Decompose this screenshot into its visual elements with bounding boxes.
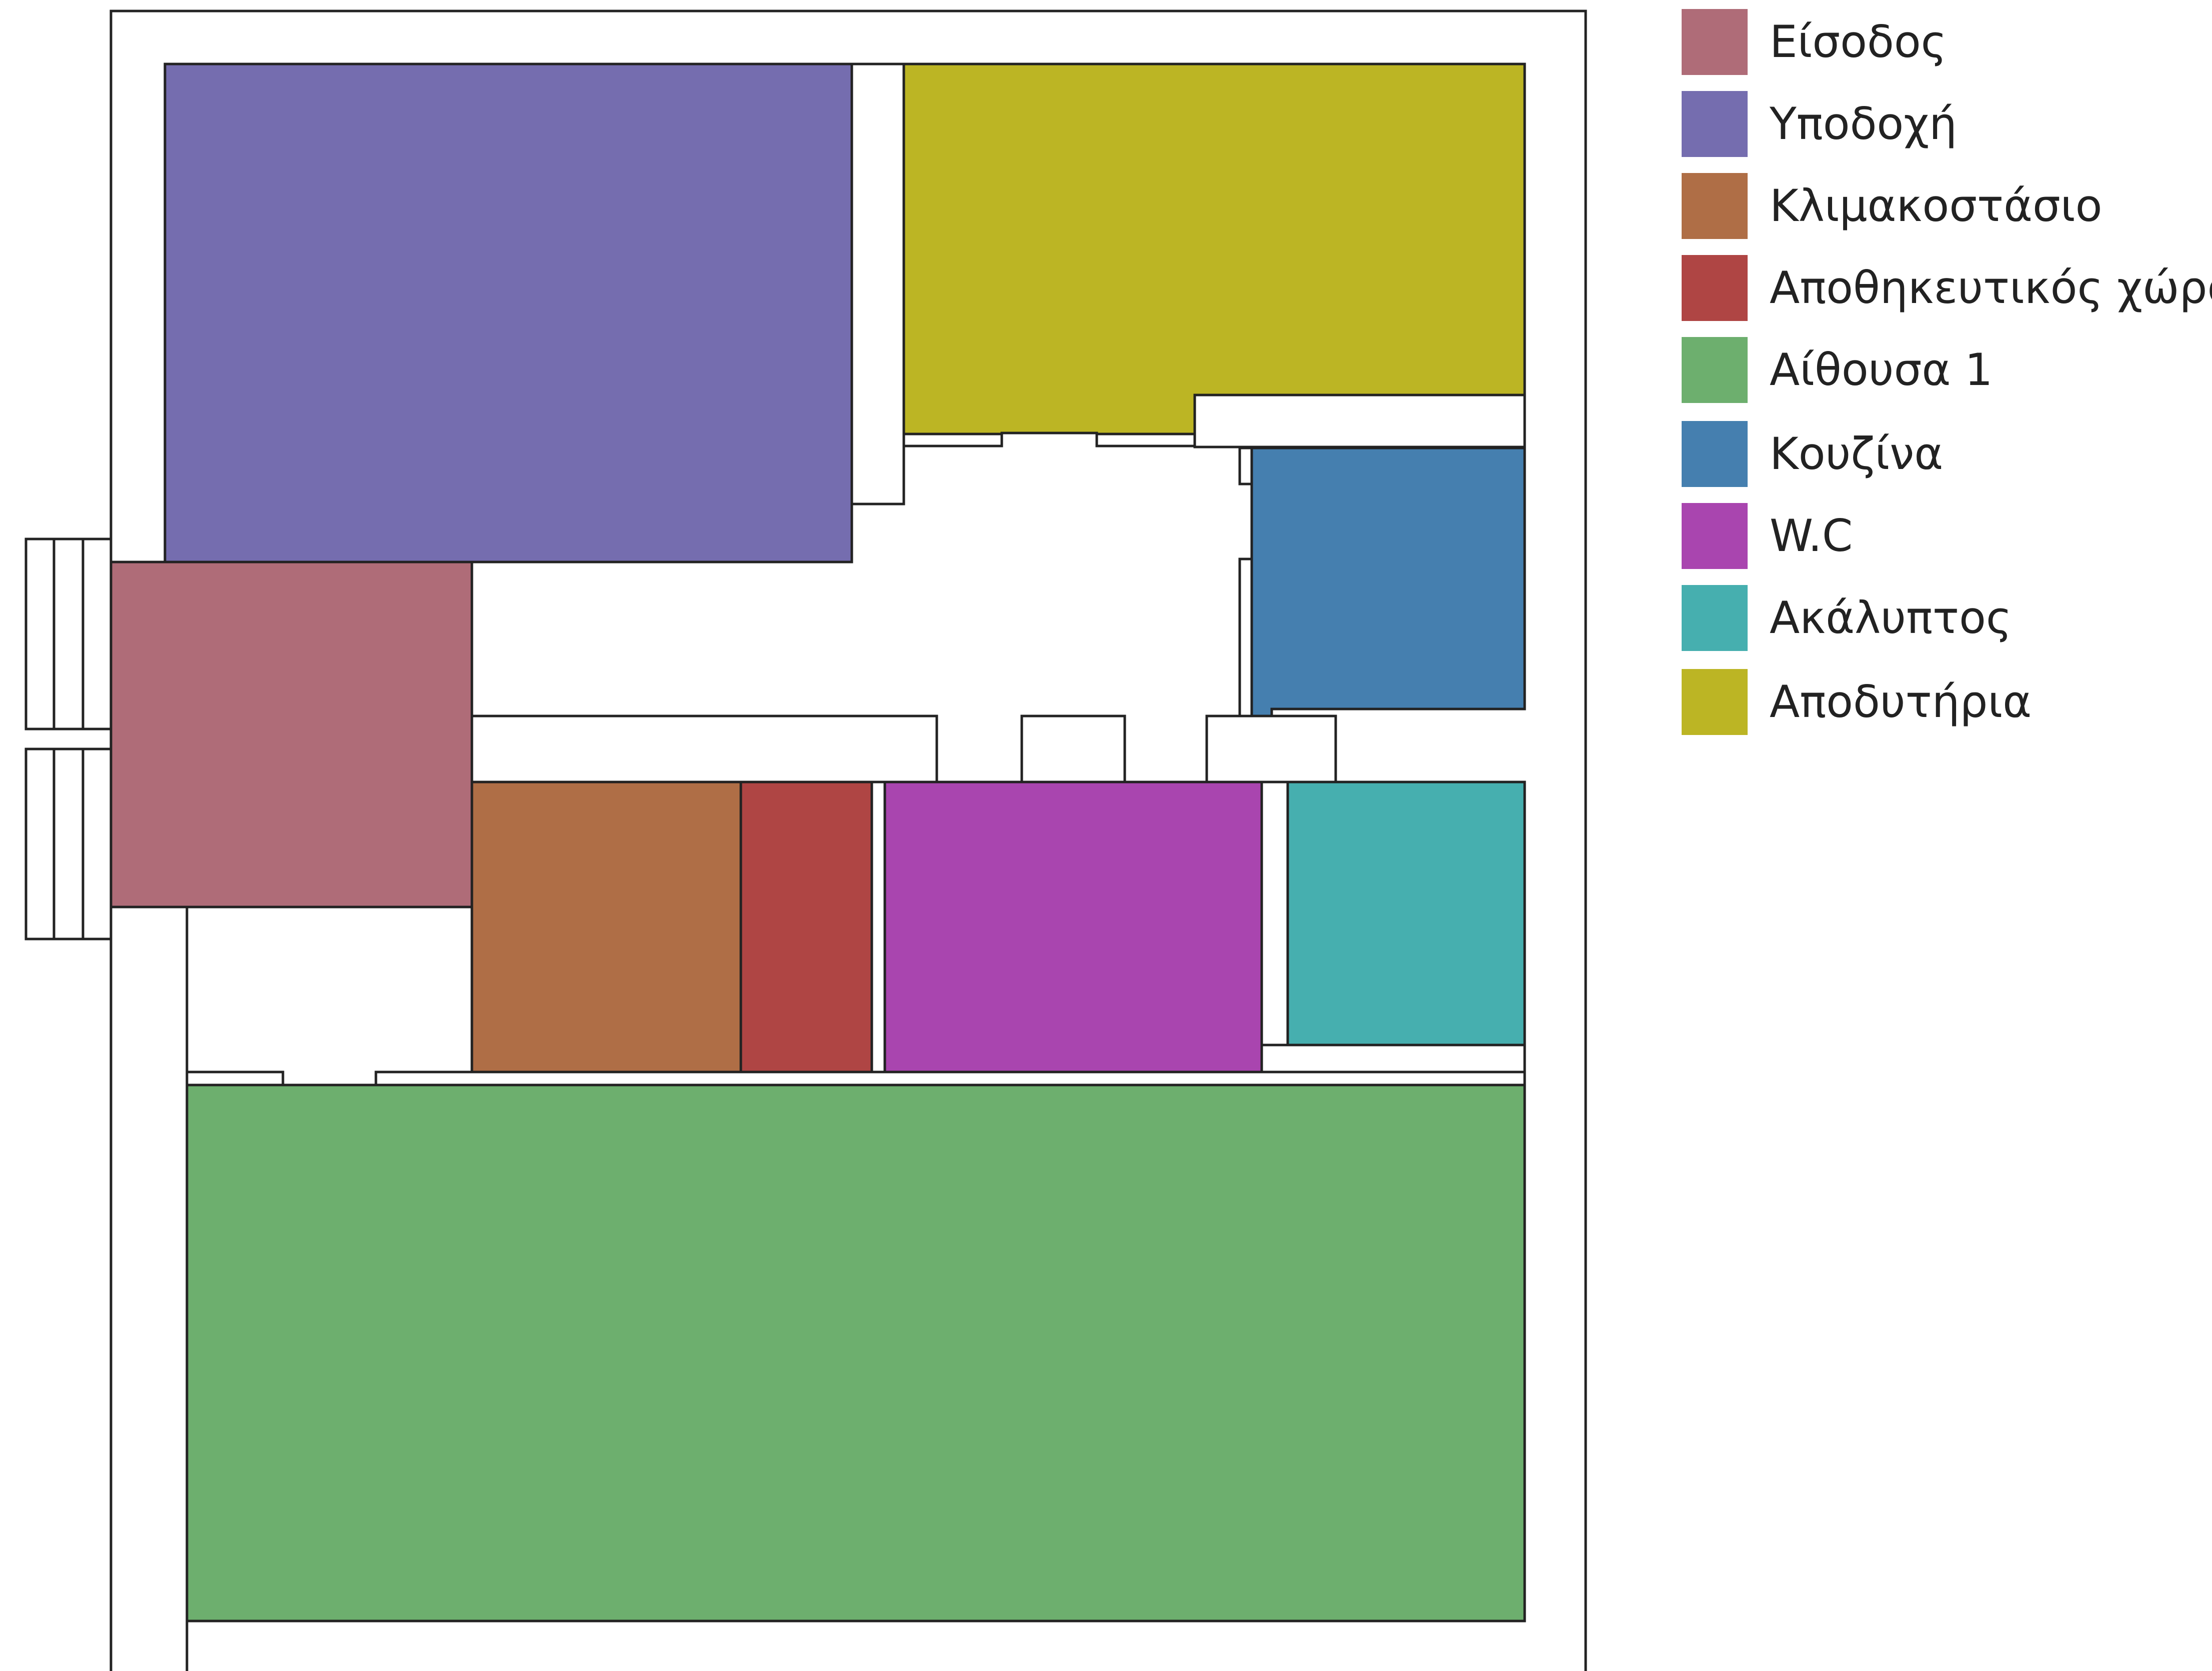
legend-label: Αποδυτήρια [1770,676,2032,728]
legend-label: Ακάλυπτος [1770,592,2012,644]
room-wc [883,780,1263,1074]
wall-stub-kitchen-2 [1238,558,1253,718]
legend-swatch [1682,173,1748,239]
entrance-steps-upper [24,538,112,730]
legend-item-kitchen: Κουζίνα [1680,421,2210,491]
wall-stub-entrance [109,906,188,1671]
room-uncovered [1286,780,1526,1046]
legend-item-storage: Αποθηκευτικός χώρος [1680,255,2212,325]
partition-mid [1020,714,1126,784]
legend-swatch [1682,337,1748,403]
legend-swatch [1682,669,1748,735]
room-changing-rooms [902,62,1526,436]
wall-stub-reception [850,62,905,506]
wall-stub-changing-2 [1095,432,1196,448]
legend-swatch [1682,9,1748,75]
legend-label: Υποδοχή [1770,98,1957,150]
room-entrance [109,560,473,908]
wall-stub-changing-1 [902,432,1003,448]
legend-item-staircase: Κλιμακοστάσιο [1680,173,2210,243]
legend-label: Κουζίνα [1770,428,1944,480]
legend-item-changing-rooms: Αποδυτήρια [1680,669,2210,739]
room-staircase [470,780,742,1074]
partition-left [470,714,938,784]
room-reception [163,62,853,564]
legend-swatch [1682,421,1748,487]
room-hall-1 [185,1084,1526,1622]
partition-right [1205,714,1337,784]
wall-stub-hall-1 [185,1070,284,1086]
legend-item-wc: W.C [1680,503,2210,573]
wall-stub-kitchen-1 [1238,446,1253,486]
legend-swatch [1682,585,1748,651]
legend-label: Είσοδος [1770,16,1947,68]
entrance-steps-lower [24,748,112,940]
floor-plan [24,10,1587,1671]
legend-label: W.C [1770,510,1853,562]
legend-item-reception: Υποδοχή [1680,91,2210,161]
wall-stub-changing-3 [1193,394,1526,448]
legend-item-uncovered: Ακάλυπτος [1680,585,2210,655]
room-storage [739,780,873,1074]
legend-swatch [1682,503,1748,569]
legend-item-hall-1: Αίθουσα 1 [1680,337,2210,407]
room-kitchen [1250,446,1526,718]
legend-swatch [1682,255,1748,321]
legend-item-entrance: Είσοδος [1680,9,2210,79]
legend-label: Κλιμακοστάσιο [1770,180,2103,232]
legend-label: Αποθηκευτικός χώρος [1770,262,2212,314]
wall-stub-hall-2 [374,1070,1526,1086]
legend-swatch [1682,91,1748,157]
wall-stub-uncovered [1260,1044,1526,1074]
legend-label: Αίθουσα 1 [1770,344,1993,396]
